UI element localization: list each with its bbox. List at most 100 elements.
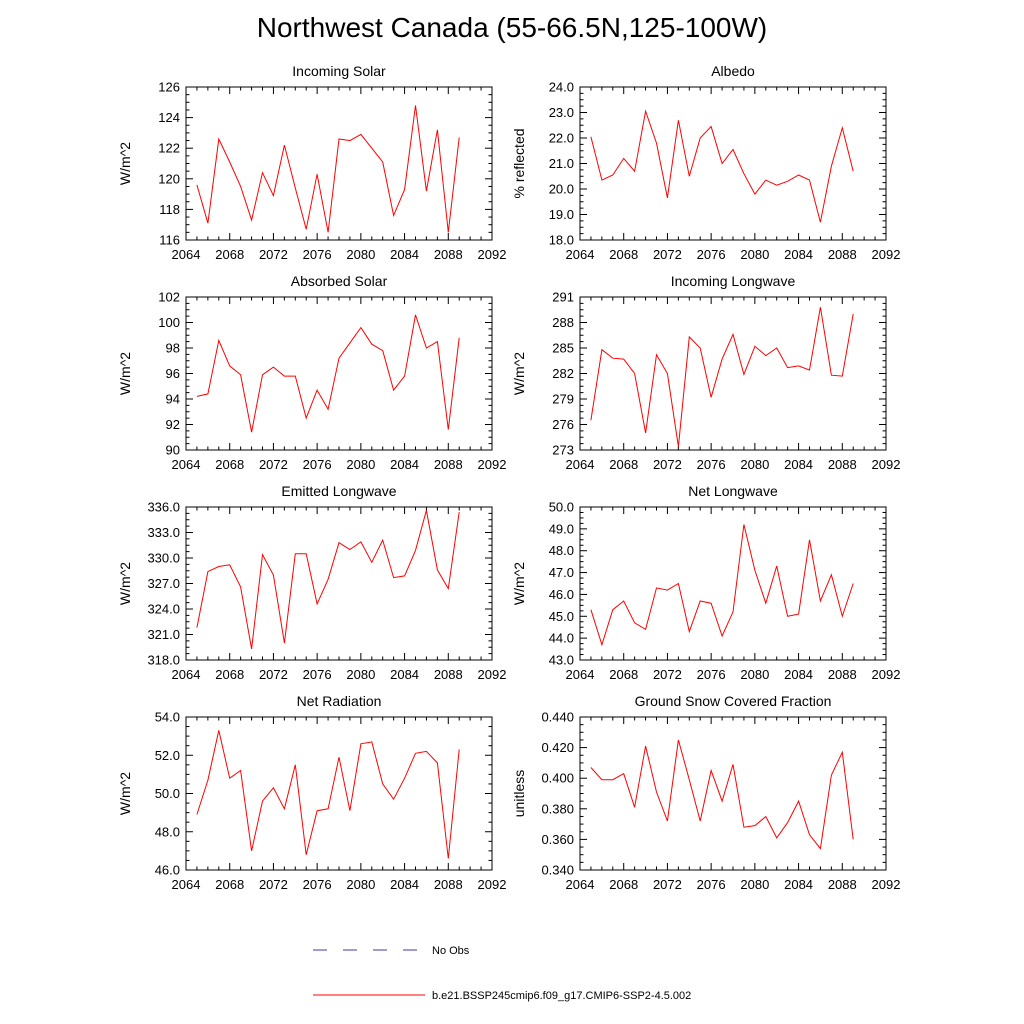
y-tick-label: 48.0 bbox=[155, 824, 180, 839]
y-tick-label: 52.0 bbox=[155, 748, 180, 763]
x-tick-label: 2076 bbox=[697, 457, 726, 472]
plot-frame bbox=[579, 86, 887, 241]
y-tick-label: 333.0 bbox=[147, 525, 180, 540]
y-tick-label: 94 bbox=[166, 392, 180, 407]
x-tick-label: 2064 bbox=[172, 667, 201, 682]
x-tick-label: 2092 bbox=[872, 247, 901, 262]
chart-panel: Albedo % reflected 2064 2068 2072 2076 2080 208… bbox=[511, 63, 900, 262]
x-tick-label: 2084 bbox=[784, 877, 813, 892]
y-tick-label: 45.0 bbox=[549, 609, 574, 624]
x-tick-label: 2064 bbox=[566, 457, 595, 472]
x-tick-label: 2084 bbox=[390, 877, 419, 892]
y-tick-label: 23.0 bbox=[549, 105, 574, 120]
x-tick-label: 2088 bbox=[828, 667, 857, 682]
x-tick-label: 2084 bbox=[784, 667, 813, 682]
y-tick-label: 50.0 bbox=[549, 500, 574, 515]
y-tick-label: 330.0 bbox=[147, 551, 180, 566]
y-tick-label: 327.0 bbox=[147, 576, 180, 591]
y-tick-label: 120 bbox=[158, 171, 180, 186]
y-tick-label: 92 bbox=[166, 417, 180, 432]
y-tick-label: 100 bbox=[158, 315, 180, 330]
y-tick-label: 43.0 bbox=[549, 653, 574, 668]
x-tick-label: 2068 bbox=[215, 667, 244, 682]
x-tick-label: 2064 bbox=[172, 457, 201, 472]
x-tick-label: 2072 bbox=[259, 247, 288, 262]
y-tick-label: 124 bbox=[158, 110, 180, 125]
x-tick-label: 2092 bbox=[478, 877, 507, 892]
y-axis-label: W/m^2 bbox=[511, 352, 527, 395]
y-axis-label: W/m^2 bbox=[117, 352, 133, 395]
panel-title: Incoming Longwave bbox=[671, 273, 796, 289]
y-tick-label: 0.440 bbox=[541, 710, 574, 725]
y-tick-label: 98 bbox=[166, 341, 180, 356]
x-tick-label: 2076 bbox=[697, 667, 726, 682]
x-tick-label: 2068 bbox=[215, 877, 244, 892]
x-tick-label: 2072 bbox=[653, 877, 682, 892]
x-tick-label: 2064 bbox=[566, 877, 595, 892]
y-tick-label: 54.0 bbox=[155, 710, 180, 725]
y-tick-label: 0.400 bbox=[541, 771, 574, 786]
x-tick-label: 2088 bbox=[828, 457, 857, 472]
x-tick-label: 2092 bbox=[478, 667, 507, 682]
chart-panel: Incoming Longwave W/m^2 2064 2068 2072 2076 20… bbox=[511, 273, 900, 472]
x-tick-label: 2068 bbox=[215, 247, 244, 262]
y-axis-label: W/m^2 bbox=[511, 562, 527, 605]
x-tick-label: 2088 bbox=[828, 877, 857, 892]
y-tick-label: 0.340 bbox=[541, 863, 574, 878]
series-line bbox=[196, 105, 460, 233]
series-line bbox=[196, 314, 460, 433]
chart-panel: Incoming Solar W/m^2 2064 2068 2072 2076 2080 2… bbox=[117, 63, 506, 262]
x-tick-label: 2072 bbox=[259, 457, 288, 472]
x-tick-label: 2092 bbox=[478, 247, 507, 262]
x-tick-label: 2084 bbox=[390, 457, 419, 472]
panel-title: Emitted Longwave bbox=[281, 483, 396, 499]
x-tick-label: 2080 bbox=[346, 877, 375, 892]
y-tick-label: 21.0 bbox=[549, 156, 574, 171]
figure-title: Northwest Canada (55-66.5N,125-100W) bbox=[256, 12, 768, 43]
x-tick-label: 2072 bbox=[653, 247, 682, 262]
y-tick-label: 47.0 bbox=[549, 565, 574, 580]
x-tick-label: 2092 bbox=[872, 667, 901, 682]
x-tick-label: 2068 bbox=[609, 667, 638, 682]
x-tick-label: 2080 bbox=[346, 247, 375, 262]
panels: Incoming Solar W/m^2 2064 2068 2072 2076 2080 2… bbox=[117, 63, 900, 892]
chart-panel: Net Longwave W/m^2 2064 2068 2072 2076 2080 208… bbox=[511, 483, 900, 682]
y-axis-label: W/m^2 bbox=[117, 562, 133, 605]
y-tick-label: 285 bbox=[552, 341, 574, 356]
plot-frame bbox=[579, 716, 887, 871]
y-tick-label: 282 bbox=[552, 366, 574, 381]
plot-frame bbox=[579, 296, 887, 451]
y-axis-label: unitless bbox=[511, 770, 527, 817]
series-line bbox=[590, 307, 854, 447]
x-tick-label: 2080 bbox=[346, 667, 375, 682]
y-tick-label: 336.0 bbox=[147, 500, 180, 515]
y-tick-label: 318.0 bbox=[147, 653, 180, 668]
plot-frame bbox=[185, 716, 493, 871]
y-axis-label: W/m^2 bbox=[117, 142, 133, 185]
x-tick-label: 2080 bbox=[740, 877, 769, 892]
x-tick-label: 2080 bbox=[740, 247, 769, 262]
plot-frame bbox=[579, 506, 887, 661]
y-tick-label: 291 bbox=[552, 290, 574, 305]
plot-frame bbox=[185, 86, 493, 241]
panel-title: Incoming Solar bbox=[292, 63, 386, 79]
x-tick-label: 2088 bbox=[434, 457, 463, 472]
y-tick-label: 24.0 bbox=[549, 80, 574, 95]
panel-title: Net Radiation bbox=[297, 693, 382, 709]
y-tick-label: 102 bbox=[158, 290, 180, 305]
series-line bbox=[590, 109, 854, 223]
x-tick-label: 2092 bbox=[872, 877, 901, 892]
x-tick-label: 2072 bbox=[259, 667, 288, 682]
y-tick-label: 18.0 bbox=[549, 233, 574, 248]
y-tick-label: 46.0 bbox=[549, 587, 574, 602]
plot-frame bbox=[185, 506, 493, 661]
y-tick-label: 126 bbox=[158, 80, 180, 95]
y-tick-label: 48.0 bbox=[549, 543, 574, 558]
x-tick-label: 2064 bbox=[172, 877, 201, 892]
x-tick-label: 2076 bbox=[303, 247, 332, 262]
panel-title: Net Longwave bbox=[688, 483, 778, 499]
panel-title: Ground Snow Covered Fraction bbox=[635, 693, 832, 709]
x-tick-label: 2076 bbox=[303, 457, 332, 472]
y-tick-label: 96 bbox=[166, 366, 180, 381]
x-tick-label: 2076 bbox=[303, 877, 332, 892]
